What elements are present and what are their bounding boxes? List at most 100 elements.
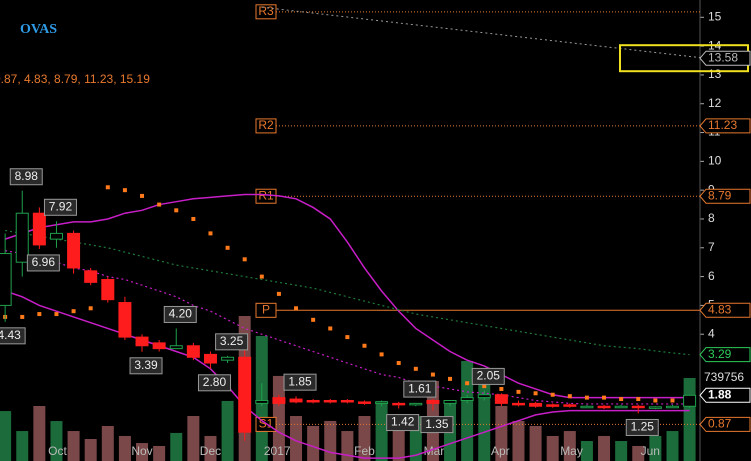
sar-dot [37, 312, 42, 317]
volume-bar [529, 425, 542, 461]
volume-bar [375, 400, 388, 461]
volume-bar [358, 415, 371, 461]
sar-dot [636, 397, 641, 402]
sar-dot [379, 352, 384, 357]
candle-body [84, 270, 98, 283]
low-label: 6.96 [32, 255, 56, 269]
price-label-box [699, 118, 751, 134]
high-label: 2.05 [477, 369, 501, 383]
candle-body [32, 212, 46, 246]
low-label-box [129, 357, 163, 375]
x-tick-label: Feb [354, 444, 375, 458]
candle-body [0, 253, 12, 306]
candle-body [306, 399, 320, 403]
low-label: 1.35 [425, 417, 449, 431]
high-label: 4.20 [169, 307, 193, 321]
pivot-name: R2 [258, 118, 274, 132]
price-label-box [699, 50, 751, 66]
price-label: 11.23 [708, 118, 737, 132]
candle-body [135, 336, 149, 347]
x-tick-label: Jun [641, 444, 660, 458]
sar-dot [499, 386, 504, 391]
sar-dot [430, 372, 435, 377]
sar-dot [550, 392, 555, 397]
volume-bar [563, 431, 576, 461]
candle-body [614, 405, 628, 409]
sar-dot [567, 394, 572, 399]
volume-bar [0, 411, 12, 461]
x-tick-label: Dec [200, 444, 221, 458]
candle-body [529, 402, 543, 407]
sar-dot [54, 312, 59, 317]
price-label-box [699, 188, 751, 204]
y-tick-label: 6 [708, 269, 715, 283]
price-label: 8.79 [708, 188, 732, 202]
high-label-box [403, 380, 437, 398]
sar-dot [362, 343, 367, 348]
candle-body [101, 278, 115, 301]
sar-dot [208, 231, 213, 236]
x-tick-label: Oct [48, 444, 67, 458]
candle-body [546, 404, 560, 407]
pivot-name: R3 [258, 4, 274, 18]
low-label-box [625, 418, 659, 436]
low-label: 1.25 [631, 420, 655, 434]
trendline [261, 6, 706, 59]
volume-bar [546, 435, 559, 461]
sar-dot [619, 397, 624, 402]
high-label: 7.92 [49, 199, 73, 213]
chart-title: OVAS [20, 22, 57, 37]
price-label: 4.83 [708, 302, 732, 316]
sar-dot [448, 376, 453, 381]
high-label: 8.98 [15, 169, 39, 183]
candle-body [631, 405, 645, 409]
candle-body [580, 405, 594, 409]
candle-body [238, 356, 252, 433]
price-label-box [699, 302, 751, 318]
candle-body [323, 399, 337, 403]
high-label: 3.25 [220, 334, 244, 348]
x-tick-label: Nov [131, 444, 152, 458]
volume-bar [101, 425, 114, 461]
low-label-box [386, 414, 420, 432]
pivot-box [255, 302, 277, 318]
volume-bar [50, 421, 63, 461]
low-label-box [26, 254, 60, 272]
candle-body [49, 232, 63, 240]
sar-dot [602, 395, 607, 400]
y-tick-label: 7 [708, 240, 715, 254]
volume-bar [290, 415, 303, 461]
volume-bar [84, 439, 97, 461]
sar-dot [413, 366, 418, 371]
volume-bar [324, 420, 337, 461]
sar-dot [396, 361, 401, 366]
low-label: 4.43 [0, 328, 21, 342]
indicator-line [5, 229, 690, 356]
price-label: 1.88 [708, 387, 732, 401]
candle-body [272, 397, 286, 404]
low-label: 1.42 [391, 415, 415, 429]
sar-dot [71, 309, 76, 314]
candle-body [426, 399, 440, 404]
sar-dot [276, 291, 281, 296]
candle-body [169, 345, 183, 350]
low-label: 2.80 [203, 375, 227, 389]
candle-body [221, 356, 235, 361]
sar-dot [105, 185, 110, 190]
x-tick-label: Apr [491, 444, 510, 458]
sar-dot [328, 326, 333, 331]
sar-dot [670, 398, 675, 403]
volume-bar [118, 435, 131, 461]
candle-body [443, 399, 457, 404]
volume-bar [67, 431, 80, 461]
sar-dot [122, 188, 127, 193]
low-label: 3.39 [134, 358, 158, 372]
volume-bar [221, 400, 234, 461]
low-label-box [420, 416, 454, 434]
low-label-box [197, 374, 231, 392]
high-label-box [471, 367, 505, 385]
volume-bar [187, 415, 200, 461]
sar-dot [345, 335, 350, 340]
sar-dot [174, 208, 179, 213]
volume-bar [512, 420, 525, 461]
